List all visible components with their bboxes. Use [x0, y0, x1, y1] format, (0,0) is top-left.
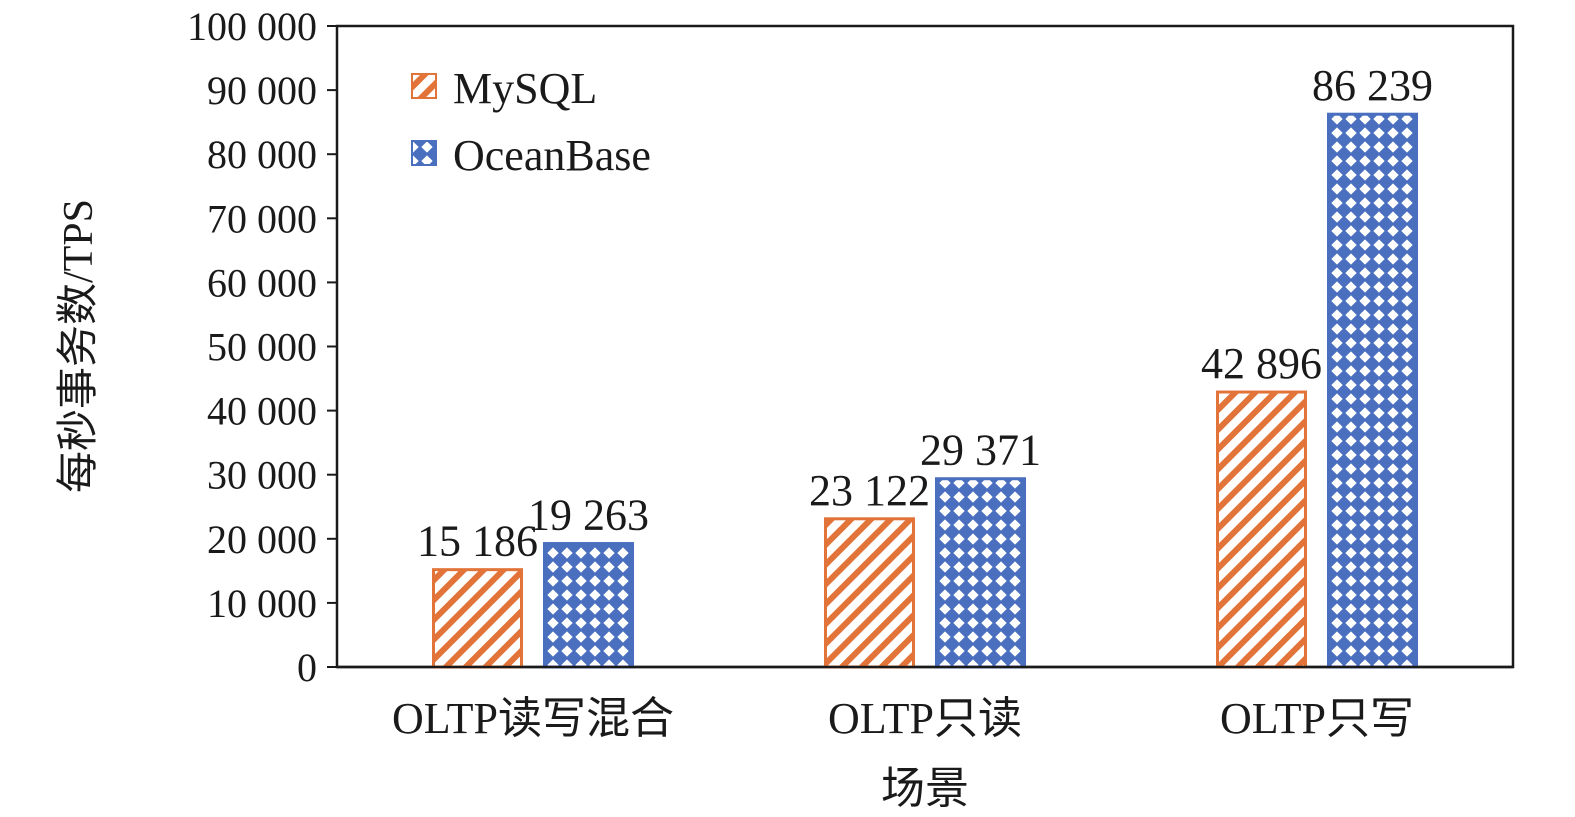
- bar-mysql: [432, 568, 523, 669]
- x-category-label: OLTP读写混合: [392, 694, 674, 743]
- y-tick-label: 70 000: [207, 196, 317, 241]
- x-axis-title: 场景: [881, 764, 969, 813]
- bars: [432, 112, 1418, 669]
- data-label-mysql: 15 186: [417, 517, 538, 566]
- bar-oceanbase: [1327, 112, 1418, 669]
- legend-label-oceanbase: OceanBase: [453, 131, 651, 180]
- data-label-mysql: 42 896: [1201, 339, 1322, 388]
- bar-mysql: [824, 517, 915, 669]
- y-tick-label: 30 000: [207, 453, 317, 498]
- x-category-label: OLTP只写: [1220, 694, 1414, 743]
- legend-item-oceanbase: OceanBase: [411, 131, 651, 180]
- legend-swatch-mysql: [411, 73, 437, 99]
- x-axis: OLTP读写混合 OLTP只读 OLTP只写: [337, 665, 1513, 743]
- y-tick-label: 50 000: [207, 325, 317, 370]
- data-label-oceanbase: 29 371: [920, 426, 1041, 475]
- data-label-oceanbase: 19 263: [528, 491, 649, 540]
- data-label-oceanbase: 86 239: [1312, 61, 1433, 110]
- x-category-label: OLTP只读: [828, 694, 1022, 743]
- y-tick-label: 60 000: [207, 260, 317, 305]
- legend: MySQL OceanBase: [411, 64, 651, 180]
- y-tick-label: 0: [297, 645, 317, 690]
- bar-mysql: [1216, 390, 1307, 669]
- y-tick-label: 90 000: [207, 68, 317, 113]
- y-axis: 0 10 000 20 000 30 000 40 000 50 000 60 000 70 …: [187, 4, 337, 690]
- legend-swatch-oceanbase: [411, 140, 437, 166]
- y-tick-label: 80 000: [207, 132, 317, 177]
- y-tick-label: 20 000: [207, 517, 317, 562]
- bar-oceanbase: [543, 542, 634, 669]
- legend-item-mysql: MySQL: [411, 64, 597, 113]
- y-tick-label: 40 000: [207, 389, 317, 434]
- data-label-mysql: 23 122: [809, 466, 930, 515]
- legend-label-mysql: MySQL: [453, 64, 597, 113]
- y-tick-label: 10 000: [207, 581, 317, 626]
- y-tick-label: 100 000: [187, 4, 317, 49]
- y-axis-title: 每秒事务数/TPS: [56, 199, 102, 493]
- bar-oceanbase: [935, 477, 1026, 669]
